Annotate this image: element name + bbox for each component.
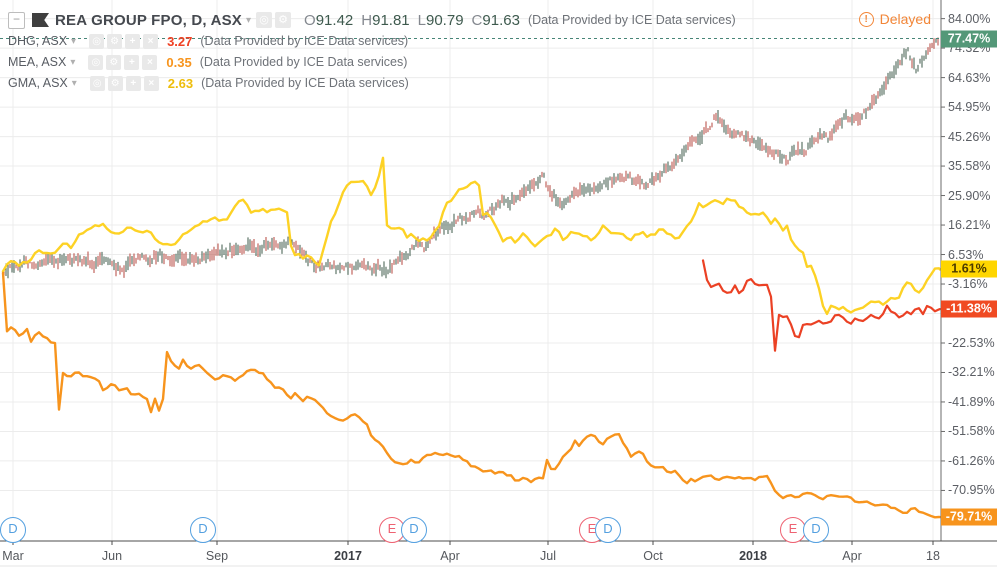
legend-collapse-button[interactable]: − [8,11,25,29]
gear-icon[interactable]: ⚙ [107,75,123,91]
close-icon[interactable]: × [142,54,158,70]
compare-symbol[interactable]: MEA, ASX [8,55,67,69]
chevron-down-icon[interactable]: ▾ [246,14,252,26]
price-axis-label: 6.53% [948,247,984,262]
chevron-down-icon[interactable]: ▾ [70,56,76,68]
exclamation-icon: ! [858,11,874,27]
close-icon[interactable]: × [143,33,159,49]
add-icon[interactable]: + [125,33,141,49]
gear-icon[interactable]: ⚙ [107,33,123,49]
price-axis-label: 16.21% [948,218,991,233]
chevron-down-icon[interactable]: ▾ [71,77,77,89]
data-provider-note: (Data Provided by ICE Data services) [201,76,409,90]
chevron-down-icon[interactable]: ▾ [71,35,77,47]
price-axis-label: 25.90% [948,188,991,203]
compare-symbol[interactable]: GMA, ASX [8,76,68,90]
close-icon[interactable]: × [143,75,159,91]
time-axis-label: Oct [643,549,663,563]
price-axis-label: -70.95% [948,483,995,498]
visibility-icon[interactable]: ◎ [88,54,104,70]
compare-value: 0.35 [166,54,192,70]
main-symbol-row: − REA GROUP FPO, D, ASX ▾ ◎ ⚙ O91.42 H91.… [8,10,736,30]
price-badge-dhg: -11.38% [941,300,997,318]
price-axis-label: -3.16% [948,277,988,292]
price-axis-label: 64.63% [948,70,991,85]
price-axis-label: -61.26% [948,453,995,468]
time-axis-label: Apr [842,549,862,563]
ohlc-values: O91.42 H91.81 L90.79 C91.63 [304,11,520,29]
gear-icon[interactable]: ⚙ [106,54,122,70]
gear-icon[interactable]: ⚙ [275,12,292,28]
price-axis-label: 84.00% [948,11,991,26]
price-badge-gma: 1.61% [941,260,997,278]
price-axis-label: -22.53% [948,336,995,350]
time-axis-label: Mar [2,549,24,563]
dividend-marker[interactable]: D [0,517,26,543]
visibility-icon[interactable]: ◎ [256,12,273,28]
legend: − REA GROUP FPO, D, ASX ▾ ◎ ⚙ O91.42 H91.… [8,10,736,94]
price-axis-label: -41.89% [948,394,995,409]
price-axis-label: 35.58% [948,159,991,174]
dividend-marker[interactable]: D [190,517,216,543]
data-provider-note: (Data Provided by ICE Data services) [200,34,409,48]
price-badge-rea: 77.47% [941,30,997,47]
add-icon[interactable]: + [124,54,140,70]
compare-value: 3.27 [167,33,193,49]
add-icon[interactable]: + [125,75,141,91]
compare-value: 2.63 [167,75,194,91]
compare-row-mea: MEA, ASX ▾ ◎ ⚙ + × 0.35 (Data Provided by I… [8,52,736,72]
price-badge-mea: -79.71% [941,508,997,526]
time-axis-label: 2017 [334,549,362,563]
price-axis-label: -32.21% [948,365,995,380]
price-axis[interactable]: 84.00% 74.32% 64.63% 54.95% 45.26% 35.58% 25.9… [941,0,997,541]
price-axis-label: 54.95% [948,100,991,115]
symbol-title[interactable]: REA GROUP FPO, D, ASX [55,11,243,29]
time-axis-label: Sep [205,549,229,563]
earnings-marker[interactable]: E [780,517,806,543]
delayed-label: Delayed [879,11,931,27]
dividend-marker[interactable]: D [803,517,829,543]
dividend-marker[interactable]: D [401,517,427,543]
time-axis-label: Apr [440,549,460,563]
dividend-marker[interactable]: D [595,517,621,543]
time-axis-label: Jul [540,549,556,563]
time-axis[interactable]: Mar Jun Sep 2017 Apr Jul Oct 2018 Apr 18 [0,542,997,571]
data-provider-note: (Data Provided by ICE Data services) [199,55,408,69]
symbol-logo-icon [32,13,49,27]
price-axis-label: -51.58% [948,424,995,439]
earnings-marker[interactable]: E [379,517,405,543]
time-axis-label: Jun [101,549,123,563]
compare-row-gma: GMA, ASX ▾ ◎ ⚙ + × 2.63 (Data Provided by I… [8,73,736,93]
data-provider-note: (Data Provided by ICE Data services) [527,13,736,27]
compare-symbol[interactable]: DHG, ASX [8,34,68,48]
time-axis-label: 18 [926,549,940,563]
compare-row-dhg: DHG, ASX ▾ ◎ ⚙ + × 3.27 (Data Provided by I… [8,31,736,51]
delayed-badge[interactable]: ! Delayed [858,11,931,27]
visibility-icon[interactable]: ◎ [89,33,105,49]
visibility-icon[interactable]: ◎ [89,75,105,91]
time-axis-label: 2018 [739,549,767,563]
price-axis-label: 45.26% [948,129,991,144]
